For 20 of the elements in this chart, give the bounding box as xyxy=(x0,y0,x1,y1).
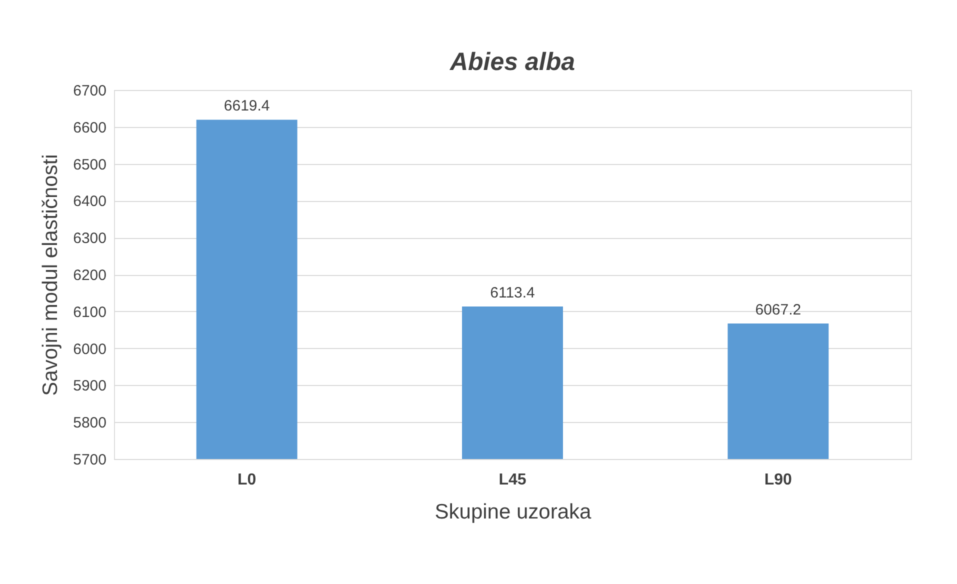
y-tick-label: 5700 xyxy=(73,452,106,468)
y-tick-label: 6000 xyxy=(73,340,106,358)
y-tick-label: 5800 xyxy=(73,414,106,432)
y-tick-label: 6100 xyxy=(73,304,106,321)
x-tick-label: L0 xyxy=(237,472,256,488)
y-tick-label: 6200 xyxy=(73,267,106,284)
chart-title: Abies alba xyxy=(448,48,576,76)
y-tick-label: 6400 xyxy=(73,193,106,210)
data-label: 6067.2 xyxy=(755,302,802,319)
y-tick-label: 6700 xyxy=(73,82,106,100)
y-tick-label: 6500 xyxy=(73,156,106,174)
x-axis-title: Skupine uzoraka xyxy=(434,500,592,524)
y-axis-title: Savojni modul elastičnosti xyxy=(39,154,62,396)
y-tick-label: 6300 xyxy=(73,230,106,248)
y-tick-label: 5900 xyxy=(73,378,106,395)
x-tick-label: L90 xyxy=(764,472,792,488)
y-tick-label: 6600 xyxy=(73,119,106,136)
x-tick-label: L45 xyxy=(498,472,526,488)
data-label: 6113.4 xyxy=(490,284,535,302)
data-label: 6619.4 xyxy=(224,98,270,115)
